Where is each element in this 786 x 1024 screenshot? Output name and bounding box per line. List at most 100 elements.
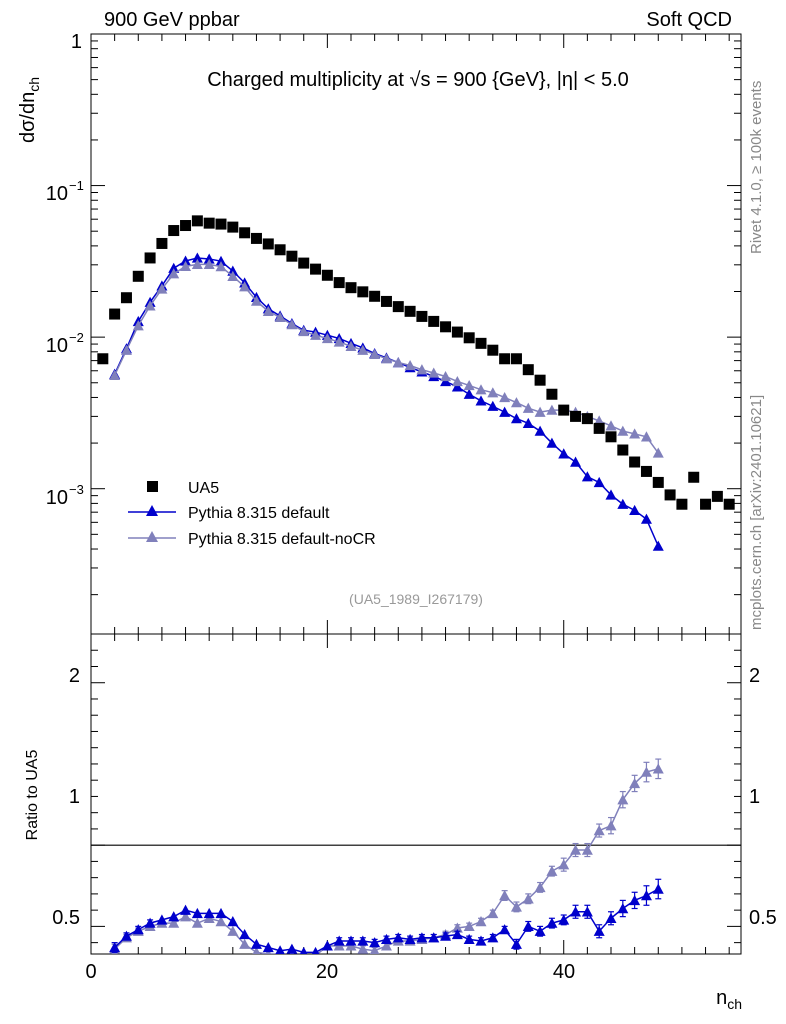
ratio-point-triangle [440,930,452,941]
data-point-square [440,321,452,333]
ratio-point-triangle [345,935,357,946]
ratio-point-triangle [286,943,298,954]
ratio-point-triangle [357,935,369,946]
ratio-point-triangle [180,904,192,915]
ratio-point-triangle [275,945,285,954]
ratio-point-triangle [570,906,582,917]
data-point-triangle [617,425,629,436]
ratio-tick-label-right: 0.5 [749,907,777,929]
data-point-square [617,444,629,456]
ratio-series-line [114,768,659,954]
ratio-point-triangle [168,911,180,922]
ratio-point-triangle [369,937,381,948]
ratio-point-triangle [510,901,522,912]
data-point-square [558,404,570,416]
data-point-triangle [298,325,310,337]
ratio-y-axis-label: Ratio to UA5 [24,750,41,841]
ratio-point-triangle [451,922,463,933]
data-point-square [546,388,558,400]
data-point-square [428,315,440,327]
ratio-point-triangle [380,933,392,945]
data-point-triangle [191,258,203,270]
chart-title-pre: Charged multiplicity at [207,69,409,91]
data-point-square [227,221,239,233]
data-point-triangle [617,498,629,509]
ratio-point-triangle [593,925,605,936]
x-axis-label-sub: ch [727,996,742,1012]
rivet-label: Rivet 4.1.0, ≥ 100k events [748,81,765,254]
data-point-triangle [487,387,499,398]
ratio-tick-label-left: 1 [69,786,80,808]
data-point-square [605,431,617,443]
data-point-triangle [593,476,605,488]
ratio-point-triangle [570,844,582,855]
ratio-point-triangle [546,917,558,928]
data-point-square [463,332,475,344]
analysis-tag: (UA5_1989_I267179) [349,591,483,607]
ratio-point-triangle [475,935,487,946]
data-point-square [570,410,582,422]
y-tick-labels: 1 10 −1 10 −2 10 −3 [46,31,84,509]
ratio-point-triangle [239,929,251,940]
ratio-point-triangle [522,893,534,904]
data-point-triangle [392,357,404,368]
data-point-triangle [475,395,487,406]
header-right-label: Soft QCD [646,9,732,31]
data-point-square [286,250,298,262]
data-point-triangle [652,540,664,551]
data-point-triangle [652,447,664,458]
x-tick-label: 0 [85,961,96,983]
data-point-triangle [132,320,144,331]
data-point-square [676,498,688,510]
data-point-square [250,232,262,244]
y-tick-label: 10 [46,183,68,205]
ratio-point-triangle [546,865,558,876]
data-point-square [215,218,227,230]
y-tick-exponent: −1 [69,178,84,193]
data-point-triangle [144,300,156,311]
ratio-point-triangle [581,844,593,855]
ratio-point-triangle [617,794,629,805]
data-point-triangle [168,262,180,273]
data-point-square [333,277,345,289]
ratio-tick-label-right: 1 [749,786,760,808]
ratio-point-triangle [168,917,180,928]
ratio-point-triangle [558,859,570,870]
data-point-square [534,374,546,386]
ratio-point-triangle [428,932,440,943]
data-point-triangle [558,448,570,459]
ratio-clipped-group [109,758,664,954]
data-point-triangle [274,311,286,323]
data-point-square [274,244,286,256]
ratio-tick-labels: 0.5 1 2 0.5 1 2 [52,665,777,929]
legend-marker-nocr [146,531,158,542]
data-point-triangle [522,417,534,428]
ratio-point-triangle [191,907,203,919]
data-point-square [723,498,735,510]
chart-title-sqrt: √ [410,69,421,91]
data-point-triangle [180,260,192,272]
ratio-point-triangle [640,766,652,777]
data-point-triangle [321,332,333,344]
ratio-point-triangle [629,894,641,906]
chart-title: Charged multiplicity at √s = 900 {GeV}, … [207,69,629,91]
data-point-square [404,305,416,317]
ratio-point-triangle [652,883,664,894]
y-tick-label: 1 [71,31,82,53]
data-point-square [629,456,641,468]
mcplots-label: mcplots.cern.ch [arXiv:2401.10621] [748,395,765,630]
data-point-square [132,270,144,282]
ratio-point-triangle [605,820,617,831]
data-point-square [581,413,593,425]
ratio-point-triangle [227,925,239,936]
ratio-point-triangle [239,938,251,949]
data-point-triangle [534,406,546,417]
data-point-triangle [463,379,475,391]
ratio-point-triangle [522,920,534,932]
ratio-point-triangle [510,938,522,949]
data-point-square [156,237,168,249]
ratio-point-triangle [132,924,144,935]
data-point-triangle [215,261,227,272]
data-point-triangle [522,402,534,413]
